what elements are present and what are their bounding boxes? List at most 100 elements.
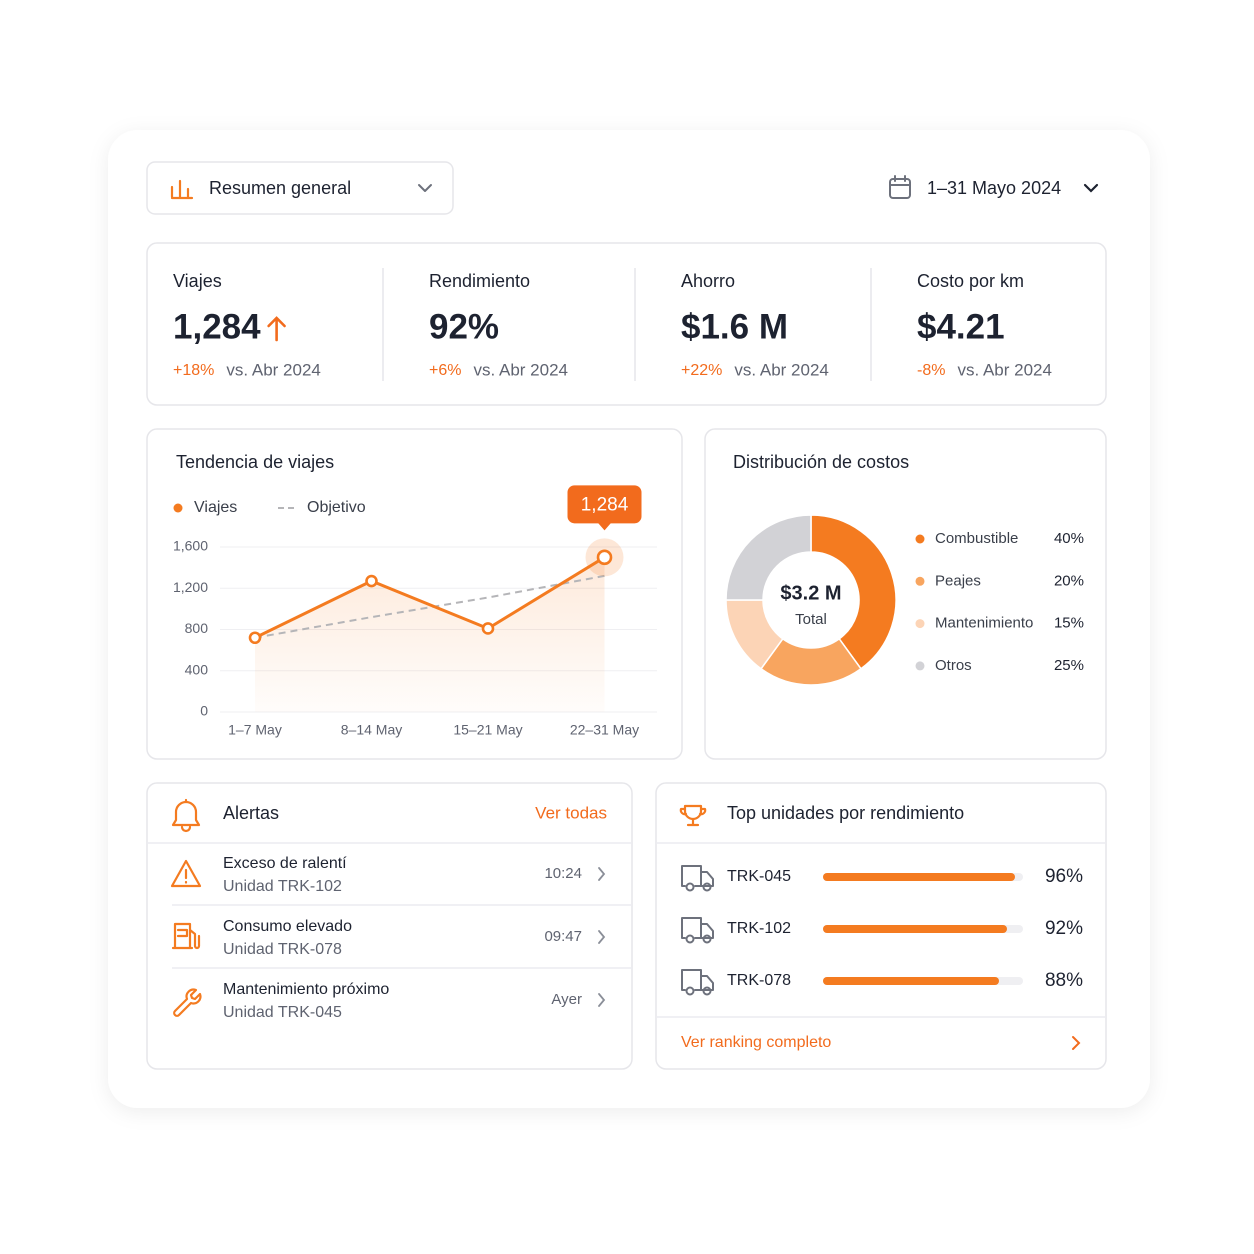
legend-dot (915, 661, 925, 671)
calendar-icon (889, 178, 911, 199)
legend-value: 15% (1054, 615, 1084, 632)
alert-unit: Unidad TRK-078 (223, 941, 342, 958)
data-point (481, 622, 495, 635)
alert-time: Ayer (551, 991, 582, 1008)
bar (823, 873, 1015, 881)
bell-icon (171, 798, 201, 833)
truck-wheel (685, 986, 695, 996)
data-point (596, 549, 613, 566)
alert-time: 09:47 (544, 928, 582, 945)
view-all-link[interactable]: Ver todas (535, 803, 607, 822)
y-tick-label: 800 (185, 620, 209, 636)
chevron (1083, 183, 1099, 193)
chart-title: Tendencia de viajes (176, 452, 334, 472)
section-title: Alertas (223, 803, 279, 823)
tooltip-text: 1,284 (581, 494, 629, 515)
y-tick-label: 1,600 (173, 538, 208, 554)
x-tick-label: 8–14 May (341, 722, 402, 738)
truck-icon (681, 969, 714, 991)
truck-wheel (685, 934, 695, 944)
kpi-comparison: vs. Abr 2024 (957, 360, 1052, 379)
kpi-change: -8% (917, 362, 945, 379)
ranking-link[interactable]: Ver ranking completo (681, 1034, 1081, 1051)
date-picker[interactable]: 1–31 Mayo 2024 (889, 175, 1099, 199)
legend-dot (915, 534, 925, 544)
x-tick-label: 1–7 May (228, 722, 282, 738)
section-title: Top unidades por rendimiento (727, 803, 964, 823)
chevron (598, 993, 606, 1007)
truck-wheel (702, 882, 712, 892)
kpi-card (146, 242, 1107, 406)
bar (823, 977, 999, 985)
donut-segment (810, 514, 897, 670)
truck-wheel (702, 986, 712, 996)
alert-title: Mantenimiento próximo (223, 981, 389, 998)
legend-label: Combustible (935, 530, 1018, 547)
alert-time: 10:24 (544, 865, 582, 882)
alert-row[interactable]: Exceso de ralentí Unidad TRK-102 10:24 (172, 855, 632, 906)
legend-label: Peajes (935, 572, 981, 589)
fuel-icon (171, 922, 201, 950)
unit-name: TRK-045 (727, 868, 791, 885)
unit-name: TRK-102 (727, 920, 791, 937)
chevron (1072, 1036, 1081, 1050)
donut-center-label: Total (795, 611, 827, 628)
chart-title: Distribución de costos (733, 452, 909, 472)
ranking-link-text: Ver ranking completo (681, 1034, 831, 1051)
legend-label: Mantenimiento (935, 615, 1033, 632)
costs-card (704, 428, 1107, 760)
legend-value: 25% (1054, 657, 1084, 674)
alert-row[interactable]: Mantenimiento próximo Unidad TRK-045 Ayer (223, 981, 606, 1021)
up-arrow (267, 316, 286, 342)
chevron (418, 184, 432, 192)
donut-segment (725, 514, 812, 601)
legend-dot (173, 503, 183, 513)
chart-icon (170, 179, 194, 200)
kpi-label: Costo por km (917, 271, 1024, 291)
selector-text: Resumen general (209, 178, 351, 198)
alert-row[interactable]: Consumo elevado Unidad TRK-078 09:47 (172, 918, 632, 969)
alerts-card (146, 782, 633, 1070)
warning-icon (170, 859, 202, 888)
kpi-comparison: vs. Abr 2024 (473, 360, 568, 379)
view-selector[interactable]: Resumen general (146, 161, 454, 215)
kpi-value: 1,284 (173, 307, 261, 346)
unit-value: 96% (1045, 866, 1083, 887)
x-tick-label: 15–21 May (453, 722, 522, 738)
alert-unit: Unidad TRK-102 (223, 878, 342, 895)
truck-wheel (702, 934, 712, 944)
data-point (248, 631, 262, 645)
kpi-change: +22% (681, 362, 722, 379)
donut-center-value: $3.2 M (780, 582, 841, 604)
kpi-comparison: vs. Abr 2024 (734, 360, 829, 379)
legend-dot (915, 619, 925, 629)
legend-label: Objetivo (307, 499, 366, 516)
data-point (365, 574, 378, 588)
legend-label: Otros (935, 657, 972, 674)
tooltip-pointer (597, 522, 612, 531)
legend-value: 40% (1054, 530, 1084, 547)
kpi-comparison: vs. Abr 2024 (226, 360, 321, 379)
legend-dot (915, 576, 925, 586)
trophy-icon (679, 804, 707, 827)
unit-name: TRK-078 (727, 972, 791, 989)
y-tick-label: 1,200 (173, 579, 208, 595)
truck-icon (681, 865, 714, 887)
y-tick-label: 0 (200, 703, 208, 719)
tooltip (567, 485, 642, 524)
kpi-value: $1.6 M (681, 307, 788, 346)
kpi-label: Ahorro (681, 271, 735, 291)
kpi-change: +18% (173, 362, 214, 379)
legend-value: 20% (1054, 572, 1084, 589)
y-tick-label: 400 (185, 661, 209, 677)
alert-unit: Unidad TRK-045 (223, 1004, 342, 1021)
kpi-value: $4.21 (917, 307, 1005, 346)
series-line (254, 556, 606, 640)
alert-title: Consumo elevado (223, 918, 352, 935)
kpi-label: Rendimiento (429, 271, 530, 291)
unit-value: 88% (1045, 970, 1083, 991)
kpi-label: Viajes (173, 271, 222, 291)
chevron (598, 930, 606, 944)
alert-title: Exceso de ralentí (223, 855, 347, 872)
